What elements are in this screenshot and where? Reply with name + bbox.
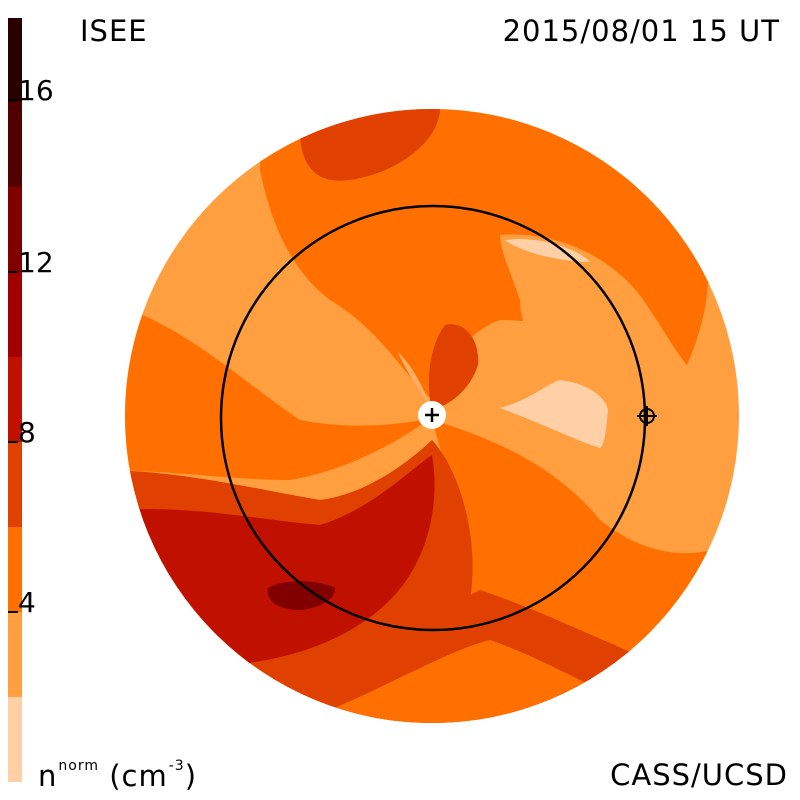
colorbar-tick-mark-4 — [8, 611, 18, 613]
unit-close: ) — [184, 759, 198, 793]
sun-center-plus-icon — [418, 401, 446, 429]
colorbar-segment-6 — [8, 187, 22, 272]
colorbar-segment-2 — [8, 527, 22, 612]
colorbar-tick-mark-8 — [8, 441, 18, 443]
colorbar-segment-3 — [8, 442, 22, 527]
colorbar-tick-mark-12 — [8, 271, 18, 273]
colorbar-segment-5 — [8, 272, 22, 357]
colorbar-segment-8 — [8, 18, 22, 102]
timestamp: 2015/08/01 15 UT — [502, 14, 780, 48]
credit-label: CASS/UCSD — [610, 758, 788, 792]
colorbar-segment-4 — [8, 357, 22, 442]
quantity-base: n — [38, 759, 58, 793]
source-label: ISEE — [80, 14, 148, 48]
colorbar-segment-7 — [8, 102, 22, 187]
earth-crosshair-icon — [637, 406, 657, 426]
unit-text: (cm — [109, 759, 168, 793]
colorbar-segment-0 — [8, 697, 22, 782]
unit-exponent: -3 — [168, 758, 185, 774]
colorbar-tick-mark-16 — [8, 99, 18, 101]
colorbar-tick-12: 12 — [18, 246, 54, 279]
colorbar-units: nnorm (cm-3) — [38, 758, 197, 793]
colorbar-tick-16: 16 — [18, 74, 54, 107]
colorbar-tick-8: 8 — [18, 416, 36, 449]
quantity-superscript: norm — [58, 758, 99, 774]
earth-orbit-circle — [219, 204, 647, 632]
colorbar — [8, 18, 22, 782]
colorbar-segment-1 — [8, 612, 22, 697]
colorbar-tick-4: 4 — [18, 586, 36, 619]
